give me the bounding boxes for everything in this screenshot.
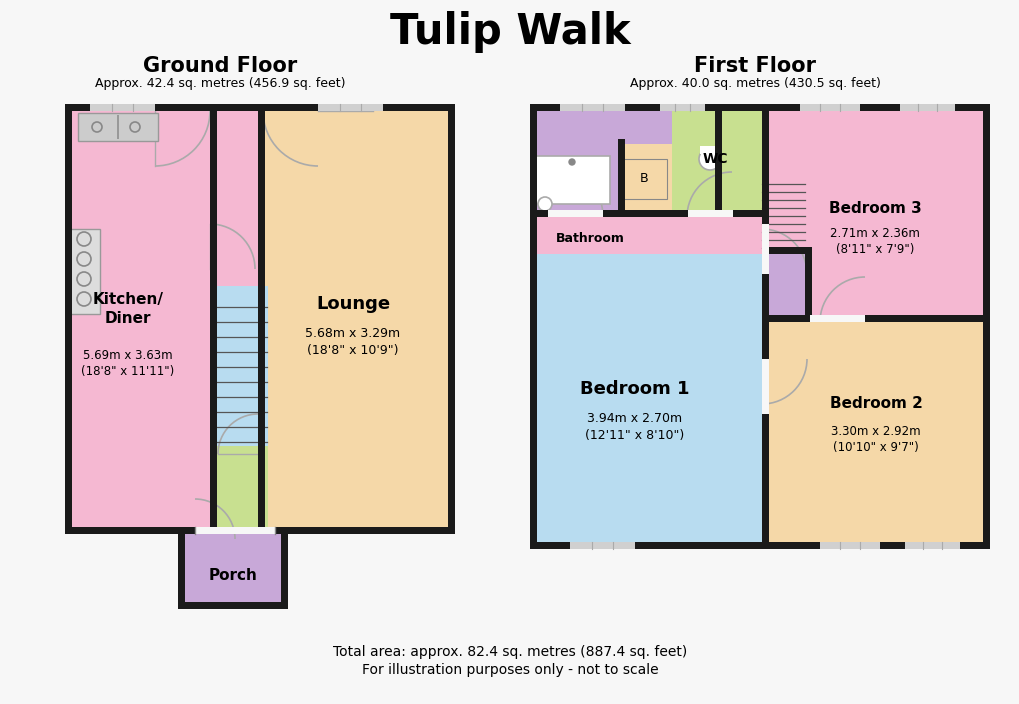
Bar: [530, 254, 761, 549]
Text: (18'8" x 11'11"): (18'8" x 11'11"): [82, 365, 174, 379]
Bar: [559, 104, 625, 111]
Bar: [804, 247, 811, 322]
Text: (12'11" x 8'10"): (12'11" x 8'10"): [585, 429, 684, 443]
Text: 5.68m x 3.29m: 5.68m x 3.29m: [305, 327, 400, 341]
Bar: [819, 542, 879, 549]
Bar: [90, 104, 155, 111]
Bar: [688, 210, 733, 217]
Bar: [761, 104, 768, 217]
Bar: [809, 315, 864, 322]
Text: Porch: Porch: [208, 569, 257, 584]
Bar: [213, 446, 268, 534]
Bar: [535, 156, 609, 204]
Bar: [65, 104, 454, 111]
Text: Kitchen/
Diner: Kitchen/ Diner: [93, 292, 163, 326]
Bar: [761, 104, 768, 549]
Bar: [530, 210, 761, 217]
Bar: [530, 542, 989, 549]
Bar: [77, 113, 158, 141]
Bar: [65, 104, 275, 534]
Bar: [659, 104, 704, 111]
Circle shape: [698, 148, 720, 170]
Bar: [210, 104, 217, 534]
Bar: [68, 229, 100, 314]
Bar: [761, 319, 989, 549]
Bar: [761, 104, 989, 319]
Bar: [622, 159, 666, 199]
Text: For illustration purposes only - not to scale: For illustration purposes only - not to …: [362, 663, 657, 677]
Bar: [904, 542, 959, 549]
Bar: [77, 113, 158, 141]
Bar: [761, 315, 989, 322]
Bar: [195, 527, 275, 534]
Bar: [761, 247, 811, 254]
Bar: [538, 160, 605, 200]
Bar: [672, 104, 761, 214]
Bar: [699, 146, 719, 154]
Text: (10'10" x 9'7"): (10'10" x 9'7"): [833, 441, 918, 455]
Bar: [982, 104, 989, 549]
Bar: [178, 531, 287, 609]
Text: 3.94m x 2.70m: 3.94m x 2.70m: [587, 413, 682, 425]
Bar: [899, 104, 954, 111]
Bar: [318, 104, 382, 111]
Bar: [68, 229, 100, 314]
Bar: [535, 156, 609, 204]
Bar: [117, 115, 119, 139]
Bar: [280, 527, 287, 609]
Bar: [622, 159, 666, 199]
Bar: [547, 210, 602, 217]
Text: Total area: approx. 82.4 sq. metres (887.4 sq. feet): Total area: approx. 82.4 sq. metres (887…: [332, 645, 687, 659]
Bar: [178, 527, 184, 609]
Circle shape: [537, 197, 551, 211]
Bar: [258, 104, 454, 534]
Text: Ground Floor: Ground Floor: [143, 56, 297, 76]
Bar: [65, 104, 72, 534]
Bar: [210, 104, 275, 534]
Bar: [65, 527, 454, 534]
Bar: [618, 144, 673, 214]
Text: 3.30m x 2.92m: 3.30m x 2.92m: [830, 425, 920, 439]
Text: Approx. 40.0 sq. metres (430.5 sq. feet): Approx. 40.0 sq. metres (430.5 sq. feet): [629, 77, 879, 91]
Bar: [799, 104, 859, 111]
Bar: [213, 286, 268, 446]
Text: Bedroom 2: Bedroom 2: [828, 396, 921, 412]
Bar: [77, 113, 158, 141]
Bar: [530, 104, 714, 214]
Text: First Floor: First Floor: [693, 56, 815, 76]
Bar: [530, 104, 989, 111]
Bar: [258, 104, 265, 534]
Bar: [618, 139, 625, 214]
Bar: [761, 254, 806, 319]
Text: Approx. 42.4 sq. metres (456.9 sq. feet): Approx. 42.4 sq. metres (456.9 sq. feet): [95, 77, 344, 91]
Bar: [178, 602, 287, 609]
Bar: [447, 104, 454, 534]
Text: B: B: [639, 172, 648, 185]
Text: Bathroom: Bathroom: [555, 232, 624, 246]
Bar: [530, 104, 989, 549]
Text: Bedroom 3: Bedroom 3: [827, 201, 920, 217]
Text: (8'11" x 7'9"): (8'11" x 7'9"): [835, 244, 913, 256]
Text: Lounge: Lounge: [316, 295, 389, 313]
Bar: [530, 104, 536, 549]
Text: 5.69m x 3.63m: 5.69m x 3.63m: [84, 349, 172, 363]
Text: Tulip Walk: Tulip Walk: [389, 11, 630, 53]
Text: (18'8" x 10'9"): (18'8" x 10'9"): [307, 344, 398, 358]
Text: WC: WC: [701, 152, 727, 166]
Bar: [714, 104, 721, 217]
Text: Bedroom 1: Bedroom 1: [580, 380, 689, 398]
Text: 2.71m x 2.36m: 2.71m x 2.36m: [829, 227, 919, 241]
Circle shape: [569, 159, 575, 165]
Bar: [761, 359, 768, 414]
Bar: [761, 224, 768, 274]
Bar: [570, 542, 635, 549]
